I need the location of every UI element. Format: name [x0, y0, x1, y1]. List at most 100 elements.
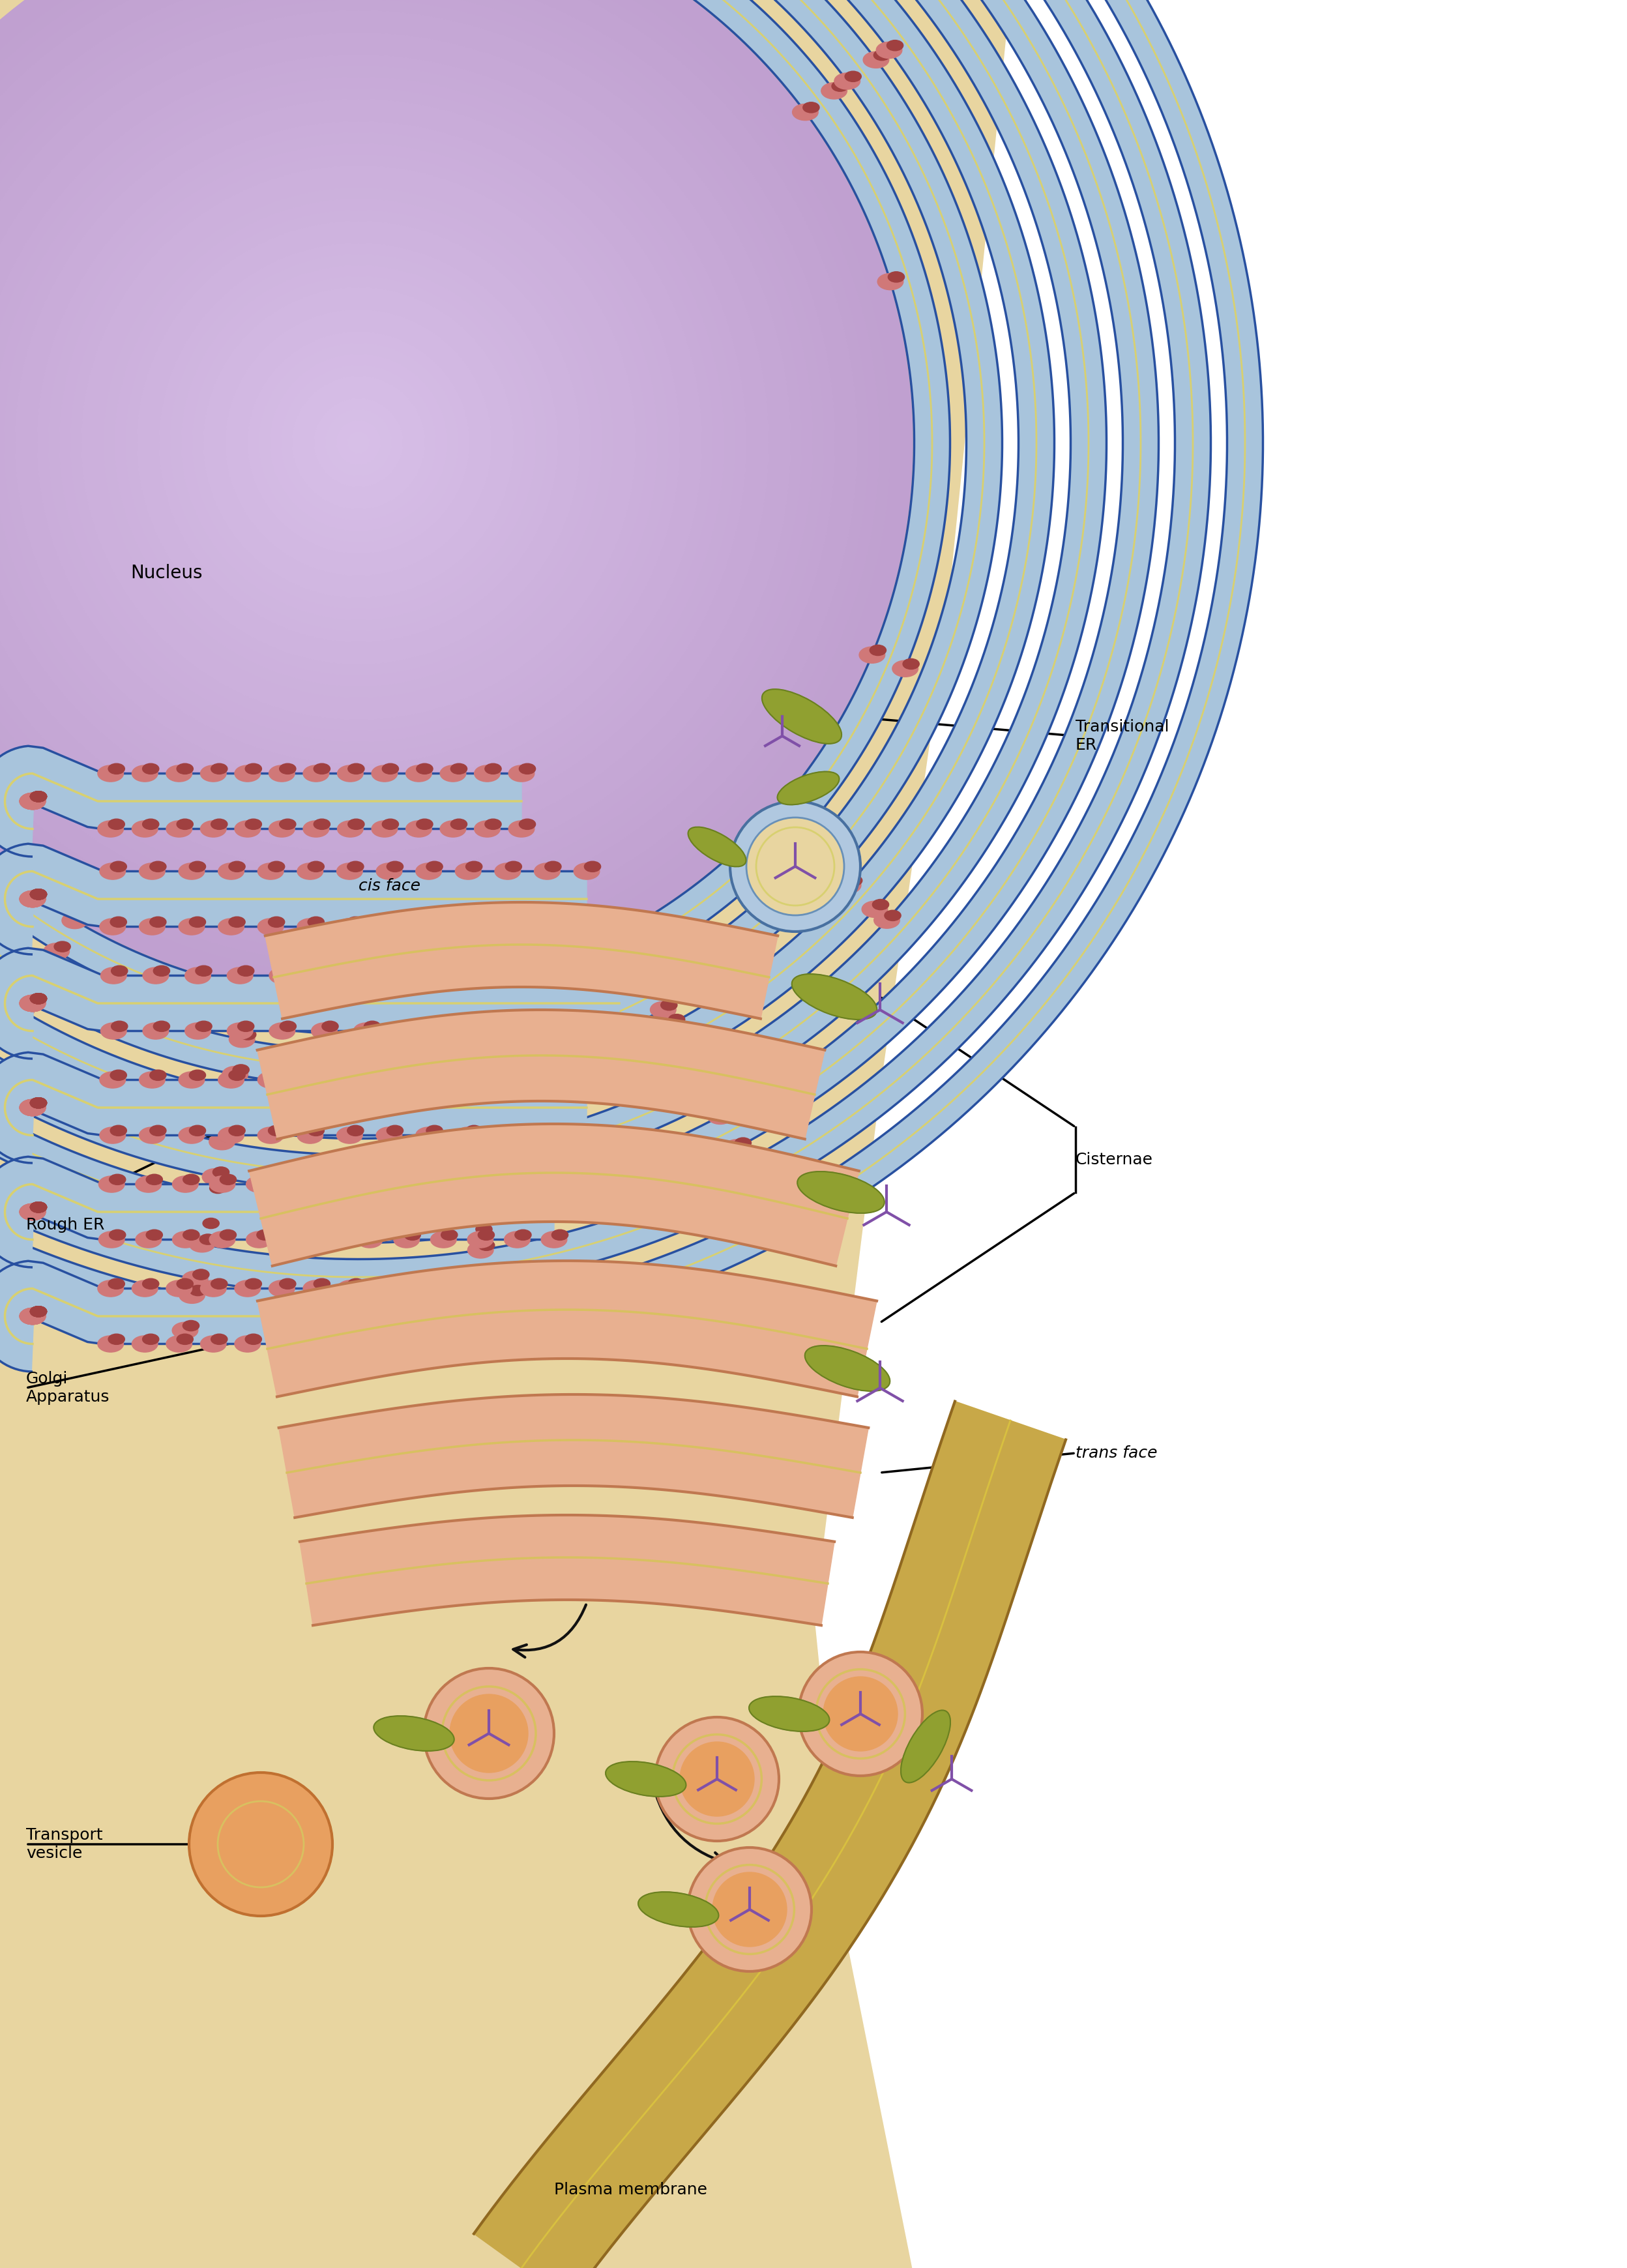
Ellipse shape [20, 1100, 46, 1116]
Ellipse shape [439, 764, 465, 782]
Polygon shape [0, 948, 620, 1059]
Ellipse shape [177, 1334, 194, 1345]
Ellipse shape [444, 1086, 470, 1105]
Text: cis face: cis face [358, 878, 420, 894]
Ellipse shape [200, 821, 226, 837]
Ellipse shape [651, 1002, 677, 1018]
Circle shape [159, 243, 558, 642]
Ellipse shape [280, 764, 296, 773]
Ellipse shape [337, 1127, 363, 1143]
Ellipse shape [132, 1281, 158, 1297]
Ellipse shape [212, 1334, 228, 1345]
Ellipse shape [140, 1073, 164, 1089]
Circle shape [49, 132, 669, 753]
Circle shape [247, 331, 469, 553]
Polygon shape [473, 1402, 1066, 2268]
Ellipse shape [683, 1061, 708, 1077]
Ellipse shape [403, 1175, 421, 1184]
Ellipse shape [833, 864, 851, 875]
Ellipse shape [111, 916, 127, 928]
Ellipse shape [28, 987, 44, 996]
Ellipse shape [146, 1229, 163, 1241]
Ellipse shape [246, 1279, 262, 1288]
Ellipse shape [534, 864, 560, 880]
Ellipse shape [31, 889, 47, 900]
Ellipse shape [234, 821, 260, 837]
Ellipse shape [185, 968, 212, 984]
Circle shape [337, 420, 381, 465]
Ellipse shape [473, 1277, 499, 1293]
Ellipse shape [321, 1232, 347, 1247]
Ellipse shape [495, 1073, 521, 1089]
Ellipse shape [31, 889, 47, 900]
Ellipse shape [20, 1309, 46, 1325]
Ellipse shape [447, 1034, 464, 1043]
Circle shape [0, 43, 758, 841]
Ellipse shape [480, 1023, 506, 1039]
Ellipse shape [887, 41, 903, 50]
Ellipse shape [177, 1279, 194, 1288]
Text: Rough ER: Rough ER [26, 1218, 104, 1234]
Ellipse shape [314, 1279, 330, 1288]
Ellipse shape [443, 1070, 467, 1086]
Circle shape [0, 0, 890, 975]
Ellipse shape [888, 272, 905, 281]
Ellipse shape [179, 919, 205, 934]
Ellipse shape [758, 807, 784, 823]
Ellipse shape [220, 1082, 246, 1098]
Ellipse shape [348, 819, 364, 830]
Ellipse shape [177, 764, 194, 773]
Ellipse shape [308, 1125, 324, 1136]
Ellipse shape [234, 1281, 260, 1297]
Ellipse shape [456, 864, 482, 880]
Ellipse shape [620, 923, 636, 932]
Ellipse shape [439, 821, 465, 837]
Ellipse shape [109, 819, 125, 830]
Ellipse shape [387, 862, 403, 871]
Ellipse shape [760, 1184, 776, 1195]
Ellipse shape [465, 862, 482, 871]
Ellipse shape [218, 919, 244, 934]
Ellipse shape [143, 1023, 169, 1039]
Ellipse shape [617, 1021, 633, 1032]
Ellipse shape [864, 52, 888, 68]
Ellipse shape [438, 968, 464, 984]
Ellipse shape [792, 973, 877, 1021]
Ellipse shape [417, 1334, 433, 1345]
Ellipse shape [506, 916, 522, 928]
Circle shape [93, 177, 625, 708]
Ellipse shape [314, 819, 330, 830]
Ellipse shape [98, 1281, 124, 1297]
Text: Golgi
Apparatus: Golgi Apparatus [26, 1372, 111, 1404]
Ellipse shape [490, 966, 508, 975]
Circle shape [0, 0, 835, 919]
Ellipse shape [311, 968, 337, 984]
Ellipse shape [337, 764, 363, 782]
Circle shape [0, 20, 779, 864]
Circle shape [70, 154, 646, 730]
Ellipse shape [742, 1152, 758, 1163]
Circle shape [680, 1742, 755, 1817]
Ellipse shape [98, 1336, 124, 1352]
Ellipse shape [757, 1200, 783, 1216]
Ellipse shape [20, 794, 46, 810]
Ellipse shape [506, 1125, 522, 1136]
Ellipse shape [203, 1218, 220, 1229]
Ellipse shape [407, 966, 423, 975]
Ellipse shape [293, 1229, 311, 1241]
Ellipse shape [212, 1118, 238, 1134]
Ellipse shape [218, 1127, 244, 1143]
Ellipse shape [807, 839, 823, 851]
Ellipse shape [257, 1073, 283, 1089]
Ellipse shape [405, 821, 431, 837]
Ellipse shape [143, 1279, 159, 1288]
Ellipse shape [31, 889, 47, 900]
Ellipse shape [405, 1336, 431, 1352]
Ellipse shape [229, 1080, 246, 1091]
Ellipse shape [20, 794, 46, 810]
Ellipse shape [509, 821, 534, 837]
Ellipse shape [246, 1334, 262, 1345]
Ellipse shape [467, 1232, 493, 1247]
Ellipse shape [371, 1281, 397, 1297]
Ellipse shape [20, 996, 46, 1012]
